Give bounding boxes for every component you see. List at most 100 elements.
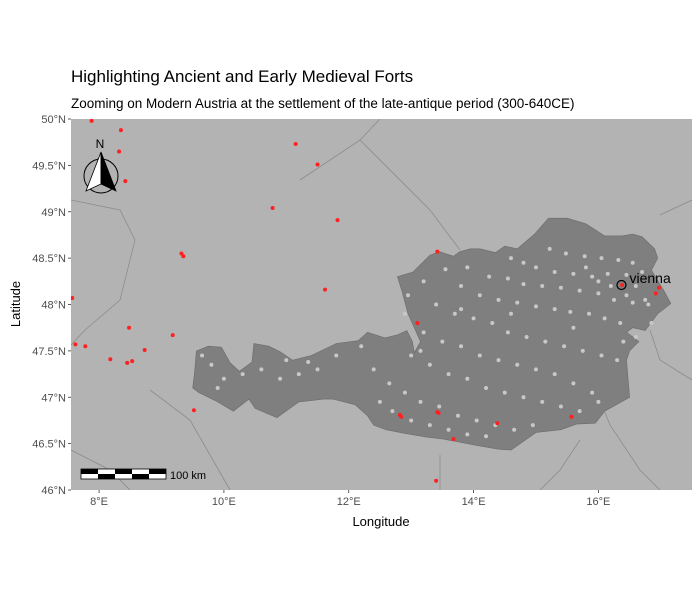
fort-point-inside — [315, 367, 320, 372]
x-axis-title: Longitude — [352, 514, 409, 529]
scale-segment-7 — [98, 474, 115, 479]
fort-point-inside — [599, 256, 604, 261]
fort-point-inside — [505, 276, 510, 281]
fort-point-inside — [505, 330, 510, 335]
fort-point-inside — [278, 376, 283, 381]
fort-point-inside — [616, 257, 621, 262]
city-marker-vienna: vienna — [616, 270, 671, 291]
fort-point-inside — [543, 339, 548, 344]
fort-point-inside — [240, 372, 245, 377]
fort-point-inside — [465, 265, 470, 270]
border-line-slovakia — [659, 199, 692, 216]
fort-point-inside — [521, 395, 526, 400]
fort-point-inside — [552, 270, 557, 275]
fort-point-outside — [270, 206, 275, 211]
scale-bar-frame — [80, 468, 167, 480]
y-tick-label: 48°N — [41, 300, 66, 312]
fort-point-inside — [577, 409, 582, 414]
fort-point-outside — [170, 333, 175, 338]
fort-point-inside — [484, 434, 489, 439]
fort-point-inside — [587, 311, 592, 316]
fort-point-outside — [118, 128, 123, 133]
border-line-germany-west — [71, 199, 136, 346]
fort-point-inside — [259, 367, 264, 372]
fort-point-inside — [306, 360, 311, 365]
fort-point-inside — [406, 293, 411, 298]
fort-point-inside — [474, 418, 479, 423]
fort-point-inside — [359, 344, 364, 349]
fort-point-outside — [656, 285, 661, 290]
fort-point-inside — [618, 321, 623, 326]
scale-segment-10 — [149, 474, 166, 479]
fort-point-inside — [563, 251, 568, 256]
fort-point-inside — [296, 372, 301, 377]
fort-point-inside — [571, 325, 576, 330]
fort-point-outside — [117, 149, 122, 154]
fort-point-inside — [624, 293, 629, 298]
fort-point-inside — [427, 423, 432, 428]
fort-point-inside — [608, 283, 613, 288]
north-arrow: N — [83, 137, 119, 194]
fort-point-inside — [443, 267, 448, 272]
fort-point-outside — [142, 347, 147, 352]
fort-point-inside — [521, 282, 526, 287]
fort-point-outside — [495, 421, 500, 426]
fort-point-inside — [596, 279, 601, 284]
fort-point-inside — [630, 260, 635, 265]
fort-point-outside — [127, 325, 132, 330]
fort-point-inside — [459, 344, 464, 349]
border-line-hungary — [649, 329, 692, 381]
scale-segment-3 — [115, 469, 132, 474]
fort-point-inside — [577, 288, 582, 293]
fort-point-inside — [643, 297, 648, 302]
fort-point-inside — [487, 274, 492, 279]
fort-point-inside — [571, 381, 576, 386]
fort-point-inside — [334, 353, 339, 358]
fort-point-inside — [477, 293, 482, 298]
scale-segment-9 — [132, 474, 149, 479]
fort-point-inside — [284, 358, 289, 363]
fort-point-inside — [484, 385, 489, 390]
fort-point-inside — [599, 353, 604, 358]
fort-point-inside — [640, 270, 645, 275]
fort-point-inside — [583, 265, 588, 270]
fort-point-inside — [630, 300, 635, 305]
fort-point-inside — [615, 358, 620, 363]
x-tick-label: 16°E — [586, 496, 610, 508]
fort-point-inside — [649, 321, 654, 326]
fort-point-inside — [446, 372, 451, 377]
fort-point-inside — [605, 271, 610, 276]
city-point — [616, 279, 627, 291]
fort-point-inside — [633, 283, 638, 288]
fort-point-outside — [436, 411, 441, 416]
fort-point-inside — [633, 334, 638, 339]
fort-point-inside — [509, 311, 514, 316]
fort-point-inside — [521, 260, 526, 265]
fort-point-outside — [89, 119, 94, 123]
fort-point-inside — [496, 297, 501, 302]
map-title: Highlighting Ancient and Early Medieval … — [71, 67, 414, 86]
y-axis: 46°N 46.5°N 47°N 47.5°N 48°N 48.5°N 49°N 49.5°N… — [32, 114, 71, 497]
fort-point-inside — [515, 300, 520, 305]
fort-point-outside — [399, 414, 404, 419]
fort-point-inside — [596, 399, 601, 404]
north-arrow-label: N — [96, 137, 105, 151]
fort-point-outside — [335, 218, 340, 223]
fort-point-inside — [530, 423, 535, 428]
fort-point-inside — [602, 316, 607, 321]
fort-point-outside — [293, 142, 298, 147]
fort-point-inside — [611, 297, 616, 302]
fort-point-inside — [552, 372, 557, 377]
x-axis: 8°E 10°E 12°E 14°E 16°E — [90, 490, 610, 508]
forts-inside-austria — [200, 246, 654, 439]
fort-point-inside — [580, 348, 585, 353]
austria-territory — [192, 217, 672, 451]
fort-point-inside — [452, 311, 457, 316]
scale-segment-1 — [81, 469, 98, 474]
fort-point-inside — [547, 246, 552, 251]
fort-point-inside — [459, 307, 464, 312]
scale-segment-8 — [115, 474, 132, 479]
fort-point-inside — [387, 381, 392, 386]
fort-point-inside — [562, 344, 567, 349]
